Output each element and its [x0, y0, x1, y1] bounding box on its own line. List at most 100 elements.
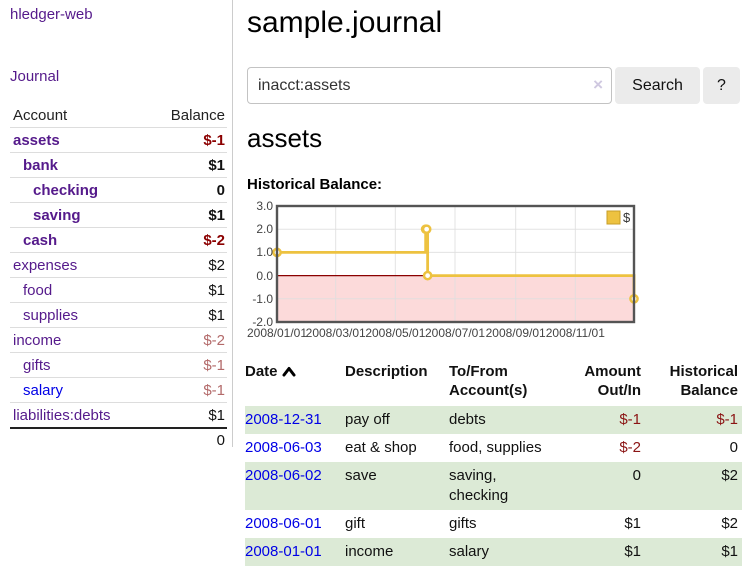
search-box: ×: [247, 67, 612, 104]
clear-search-icon[interactable]: ×: [593, 75, 603, 94]
sidebar-account-assets[interactable]: assets: [13, 131, 60, 149]
date-column-label: Date: [245, 363, 278, 380]
transaction-accounts: debts: [449, 411, 486, 428]
account-balance: $1: [208, 406, 225, 424]
transaction-description: income: [345, 543, 394, 560]
column-header-balance: Historical Balance: [669, 363, 738, 399]
sidebar-item-journal[interactable]: Journal: [10, 68, 60, 85]
account-balance: $1: [208, 156, 225, 174]
historical-balance-chart[interactable]: $3.0 2.0 1.0 0.0 -1.0 -2.0 2008/01/01 2008/03/0…: [245, 199, 645, 344]
transaction-balance: $2: [721, 467, 738, 484]
account-row: expenses $2: [10, 252, 227, 277]
account-balance: $1: [208, 206, 225, 224]
transaction-amount: $1: [624, 543, 641, 560]
account-balance: 0: [216, 181, 225, 199]
sidebar-account-salary[interactable]: salary: [23, 381, 64, 399]
account-row: salary $-1: [10, 377, 227, 402]
account-balance: $1: [208, 281, 225, 299]
account-row: bank $1: [10, 152, 227, 177]
transaction-description: pay off: [345, 411, 390, 428]
search-button[interactable]: Search: [615, 67, 700, 104]
transaction-row: 2008-06-03 eat & shop food, supplies $-2 0: [245, 434, 742, 462]
transaction-row: 2008-06-01 gift gifts $1 $2: [245, 510, 742, 538]
transaction-date-link[interactable]: 2008-01-01: [245, 543, 322, 560]
transaction-accounts: saving, checking: [449, 467, 509, 504]
register-header-row: Date Description To/From Account(s) Amou…: [245, 360, 742, 406]
transaction-balance: $-1: [716, 411, 738, 428]
account-balance: $-1: [203, 131, 225, 149]
account-balance: $2: [208, 256, 225, 274]
y-axis-tick-label: -2.0: [252, 315, 273, 329]
transaction-balance: 0: [729, 439, 738, 456]
account-balance: $-2: [203, 231, 225, 249]
transaction-row: 2008-01-01 income salary $1 $1: [245, 538, 742, 566]
sidebar-account-checking[interactable]: checking: [33, 181, 99, 199]
sidebar-account-cash[interactable]: cash: [23, 231, 58, 249]
x-axis-tick-label: 2008/09/01: [485, 326, 546, 340]
transaction-date-link[interactable]: 2008-06-02: [245, 467, 322, 484]
x-axis-tick-label: 2008/07/01: [424, 326, 486, 340]
transaction-amount: 0: [632, 467, 641, 484]
sidebar-account-gifts[interactable]: gifts: [23, 356, 51, 374]
y-axis-tick-label: 0.0: [256, 268, 273, 283]
y-axis-tick-label: -1.0: [252, 291, 273, 306]
app-title-link[interactable]: hledger-web: [10, 6, 93, 23]
account-balance: $1: [208, 306, 225, 324]
account-row: income $-2: [10, 327, 227, 352]
transaction-balance: $1: [721, 543, 738, 560]
transaction-date-link[interactable]: 2008-06-03: [245, 439, 322, 456]
account-row: saving $1: [10, 202, 227, 227]
column-header-date[interactable]: Date: [245, 360, 345, 406]
y-axis-tick-label: 1.0: [256, 245, 273, 260]
chart-plot-area[interactable]: $: [245, 202, 645, 326]
accounts-column-account: Account: [13, 106, 68, 124]
sidebar-account-expenses[interactable]: expenses: [13, 256, 78, 274]
svg-text:$: $: [623, 210, 631, 225]
x-axis-tick-label: 2008/01/01: [246, 326, 308, 340]
sort-ascending-icon: [282, 363, 296, 382]
accounts-total-row: 0: [10, 427, 227, 452]
column-header-description: Description: [345, 363, 428, 380]
transaction-accounts: salary: [449, 543, 490, 560]
transaction-description: save: [345, 467, 377, 484]
sidebar-account-supplies[interactable]: supplies: [23, 306, 79, 324]
account-row: assets $-1: [10, 127, 227, 152]
account-row: cash $-2: [10, 227, 227, 252]
accounts-table: Account Balance assets $-1 bank $1 checking 0…: [10, 103, 227, 452]
sidebar-account-income[interactable]: income: [13, 331, 62, 349]
transaction-balance: $2: [721, 515, 738, 532]
page-title: sample.journal: [247, 6, 443, 39]
sidebar-account-liabilities-debts[interactable]: liabilities:debts: [13, 406, 111, 424]
account-balance: $-2: [203, 331, 225, 349]
x-axis-tick-label: 2008/03/01: [305, 326, 366, 340]
account-row: gifts $-1: [10, 352, 227, 377]
account-row: liabilities:debts $1: [10, 402, 227, 427]
account-balance: $-1: [203, 356, 225, 374]
sidebar-account-food[interactable]: food: [23, 281, 53, 299]
account-row: food $1: [10, 277, 227, 302]
account-heading: assets: [247, 123, 323, 153]
search-bar: × Search ?: [247, 67, 740, 104]
column-header-amount: Amount Out/In: [584, 363, 641, 399]
help-button[interactable]: ?: [703, 67, 740, 104]
transaction-row: 2008-06-02 save saving, checking 0 $2: [245, 462, 742, 510]
account-row: supplies $1: [10, 302, 227, 327]
column-header-accounts: To/From Account(s): [449, 363, 528, 399]
transaction-description: eat & shop: [345, 439, 417, 456]
accounts-column-balance: Balance: [170, 106, 225, 124]
transaction-date-link[interactable]: 2008-06-01: [245, 515, 322, 532]
x-axis-tick-label: 2008/05/01: [365, 326, 426, 340]
transaction-amount: $-2: [619, 439, 641, 456]
transaction-accounts: food, supplies: [449, 439, 542, 456]
account-row: checking 0: [10, 177, 227, 202]
search-input[interactable]: [247, 67, 612, 104]
chart-legend: $: [606, 210, 631, 225]
transaction-description: gift: [345, 515, 366, 532]
transaction-row: 2008-12-31 pay off debts $-1 $-1: [245, 406, 742, 434]
chart-title: Historical Balance:: [247, 176, 383, 193]
sidebar-account-bank[interactable]: bank: [23, 156, 59, 174]
transaction-date-link[interactable]: 2008-12-31: [245, 411, 322, 428]
sidebar-account-saving[interactable]: saving: [33, 206, 81, 224]
sidebar: hledger-web Journal Account Balance asse…: [0, 0, 233, 449]
